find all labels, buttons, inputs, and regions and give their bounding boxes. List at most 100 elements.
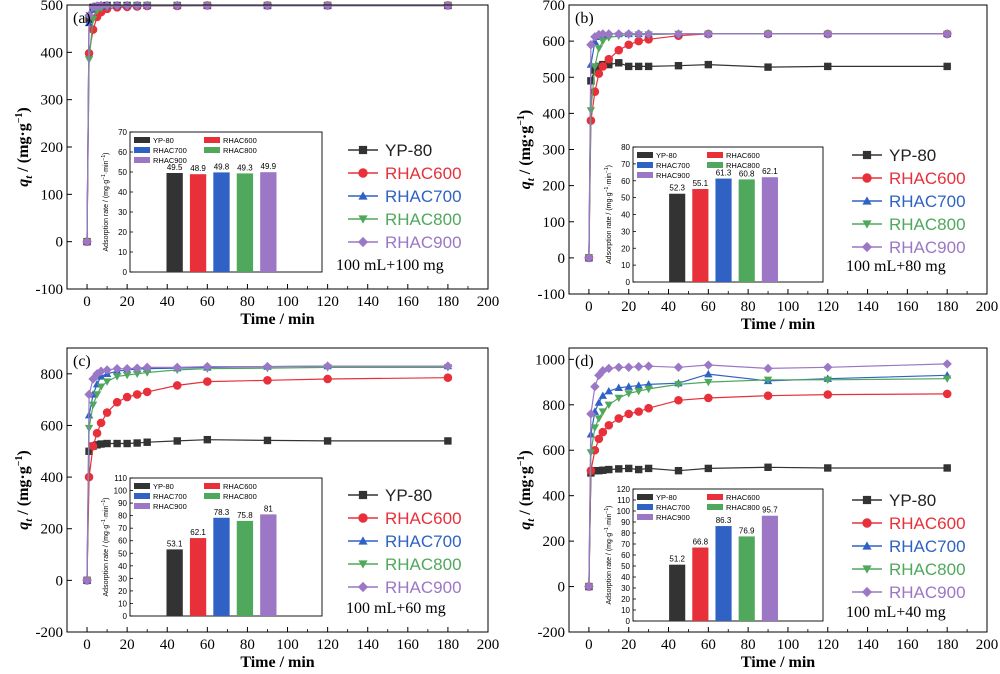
data-point (823, 390, 833, 399)
data-point (84, 10, 94, 21)
y-label-q: q (15, 179, 32, 187)
data-point (322, 361, 333, 371)
inset-label-mid: ·min (103, 505, 110, 519)
inset-legend-swatch (707, 504, 723, 510)
inset-bar-label: 55.1 (693, 179, 709, 188)
inset-bar-label: 51.2 (669, 555, 685, 564)
legend-label: RHAC900 (889, 238, 966, 257)
data-point (942, 389, 952, 399)
inset-legend-label: RHAC900 (153, 156, 187, 165)
legend-marker (862, 518, 872, 528)
y-label-unit: / (mg·g (15, 123, 32, 175)
data-point (643, 361, 654, 371)
inset-legend-swatch (204, 493, 220, 499)
data-point (263, 375, 272, 385)
y-tick-label: 200 (41, 140, 64, 156)
y-tick-label: 600 (543, 34, 566, 50)
inset-legend-swatch (637, 504, 653, 510)
inset-legend-swatch (134, 157, 150, 163)
data-point (88, 2, 98, 12)
data-point (942, 375, 952, 383)
data-point (82, 575, 92, 586)
legend-marker (862, 173, 872, 183)
data-point (624, 362, 634, 373)
inset-bar-label: 52.3 (669, 184, 685, 193)
data-point (88, 401, 98, 409)
inset-bar (166, 173, 183, 272)
legend-label: RHAC800 (385, 210, 462, 229)
panel-label: (a) (73, 10, 91, 27)
data-point (96, 383, 106, 391)
inset-label-main: Adsorption rate / (mg·g (103, 180, 110, 252)
legend-marker (862, 541, 872, 550)
inset-y-tick-label: 40 (118, 188, 127, 197)
inset-y-axis-label: Adsorption rate / (mg·g−1·min−1) (604, 165, 613, 264)
data-point (84, 389, 94, 400)
legend-marker (358, 560, 368, 569)
inset-y-tick-label: 70 (621, 160, 630, 169)
legend-label: RHAC700 (889, 192, 966, 211)
data-point (92, 428, 102, 438)
inset-y-tick-label: 30 (621, 227, 630, 236)
x-tick-label: 60 (701, 637, 716, 653)
legend-marker (862, 196, 872, 205)
data-point (594, 415, 604, 423)
x-tick-label: 140 (856, 637, 879, 653)
legend-label: RHAC700 (385, 532, 462, 551)
x-axis-label: Time / min (240, 311, 314, 328)
inset-bar (213, 517, 230, 616)
y-tick-label: 100 (543, 215, 566, 231)
y-tick-label: 400 (543, 106, 566, 122)
x-tick-label: 180 (936, 637, 959, 653)
y-tick-label: 0 (558, 580, 566, 596)
inset-legend-swatch (707, 494, 723, 500)
data-point (443, 373, 453, 382)
data-point (614, 45, 624, 55)
inset-bar-label: 78.3 (214, 508, 230, 517)
plot-frame (66, 347, 489, 633)
data-point (674, 381, 683, 389)
data-point (633, 361, 644, 372)
legend-label: RHAC600 (385, 164, 462, 183)
data-point (586, 40, 596, 50)
inset-chart: 0 10 20 30 40 50 60 70 80 90 100 110 Adsorption rate… (101, 474, 323, 621)
x-axis-label: Time / min (741, 654, 815, 671)
data-point (624, 382, 633, 390)
condition-label: 100 mL+100 mg (336, 257, 444, 274)
inset-y-tick-label: 0 (626, 617, 631, 626)
inset-y-tick-label: 60 (621, 551, 630, 560)
data-point (172, 381, 182, 390)
inset-bar-label: 49.9 (261, 162, 277, 171)
inset-legend-label: RHAC600 (223, 482, 257, 491)
inset-legend-label: RHAC800 (726, 503, 760, 512)
y-tick-label: 200 (41, 522, 64, 538)
inset-bar (715, 178, 732, 282)
x-tick-label: 120 (817, 637, 840, 653)
inset-bar-label: 66.8 (693, 538, 709, 547)
inset-bar-label: 75.8 (237, 511, 253, 520)
inset-legend-swatch (134, 503, 150, 509)
y-label-exp: −1 (516, 456, 527, 467)
y-tick-label: 600 (41, 418, 64, 434)
y-tick-label: 0 (56, 573, 64, 589)
inset-y-tick-label: 30 (118, 574, 127, 583)
inset-y-tick-label: 80 (118, 512, 127, 521)
data-point (96, 366, 106, 376)
data-point (823, 376, 832, 385)
inset-bar-label: 76.9 (739, 526, 755, 535)
x-tick-label: 80 (741, 637, 756, 653)
inset-label-exp1: −1 (604, 527, 610, 533)
y-tick-label: -200 (36, 625, 64, 641)
inset-bar (213, 172, 230, 272)
data-point (614, 362, 624, 373)
inset-bar-label: 53.1 (167, 539, 183, 548)
inset-bar-label: 95.7 (762, 506, 778, 515)
legend-label: RHAC900 (889, 583, 966, 602)
data-point (594, 434, 604, 444)
plot-frame (568, 347, 988, 633)
inset-bar (260, 514, 277, 616)
x-tick-label: 160 (397, 294, 420, 310)
x-tick-label: 120 (316, 294, 339, 310)
y-label-sub: t (23, 518, 35, 522)
